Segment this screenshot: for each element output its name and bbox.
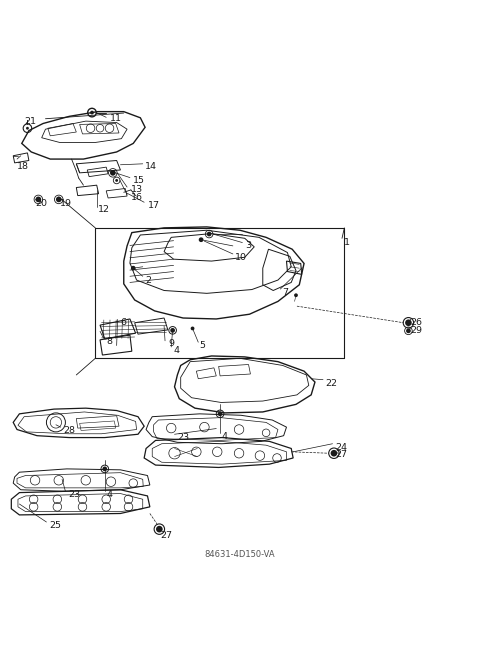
- Text: 15: 15: [133, 176, 145, 185]
- Circle shape: [102, 466, 107, 471]
- Circle shape: [218, 411, 222, 416]
- Text: 1: 1: [344, 238, 350, 246]
- Circle shape: [156, 526, 163, 533]
- Circle shape: [406, 328, 411, 333]
- Text: 27: 27: [335, 450, 347, 459]
- Text: 23: 23: [68, 490, 80, 499]
- Text: 7: 7: [283, 288, 288, 297]
- Circle shape: [207, 232, 212, 236]
- Text: 9: 9: [168, 339, 174, 348]
- Circle shape: [26, 127, 29, 130]
- Text: 21: 21: [24, 117, 36, 126]
- Circle shape: [90, 111, 94, 115]
- Text: 6: 6: [120, 318, 126, 328]
- Text: 23: 23: [178, 433, 190, 442]
- Text: 25: 25: [49, 521, 61, 531]
- Text: 8: 8: [106, 337, 112, 346]
- Text: 29: 29: [410, 326, 422, 335]
- Text: 84631-4D150-VA: 84631-4D150-VA: [204, 550, 276, 559]
- Circle shape: [294, 293, 298, 297]
- Circle shape: [331, 450, 337, 457]
- Text: 13: 13: [131, 185, 143, 195]
- Text: 27: 27: [160, 531, 172, 540]
- Text: 2: 2: [145, 276, 151, 284]
- Circle shape: [191, 327, 194, 330]
- Circle shape: [56, 196, 61, 202]
- Text: 10: 10: [235, 253, 247, 262]
- Circle shape: [405, 320, 412, 326]
- Text: 3: 3: [245, 242, 251, 250]
- Text: 4: 4: [174, 346, 180, 355]
- Text: 26: 26: [410, 318, 422, 328]
- Text: 4: 4: [106, 490, 112, 499]
- Text: 28: 28: [63, 426, 75, 436]
- Circle shape: [131, 266, 136, 271]
- Text: 22: 22: [325, 379, 337, 388]
- Circle shape: [170, 328, 175, 333]
- Text: 19: 19: [60, 198, 72, 208]
- Circle shape: [110, 170, 116, 176]
- Circle shape: [115, 179, 118, 182]
- Text: 11: 11: [109, 114, 121, 123]
- Text: 18: 18: [17, 162, 29, 171]
- Text: 5: 5: [200, 341, 205, 350]
- Text: 12: 12: [97, 205, 109, 214]
- Text: 4: 4: [222, 432, 228, 441]
- Text: 20: 20: [35, 198, 47, 208]
- Circle shape: [199, 237, 204, 242]
- Text: 17: 17: [147, 200, 159, 210]
- Text: 16: 16: [131, 193, 143, 202]
- Text: 14: 14: [145, 162, 157, 171]
- Text: 24: 24: [335, 443, 347, 451]
- Circle shape: [36, 196, 41, 202]
